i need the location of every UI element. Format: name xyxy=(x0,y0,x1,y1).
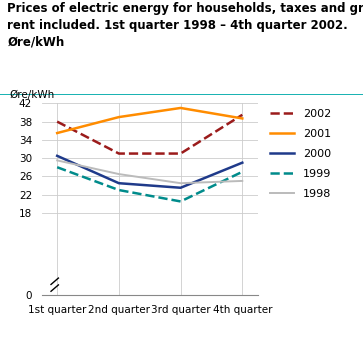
Text: Øre/kWh: Øre/kWh xyxy=(9,89,54,100)
1999 xyxy=(55,165,60,169)
1998 xyxy=(117,172,121,176)
1999 xyxy=(117,188,121,192)
2000 xyxy=(240,161,244,165)
Line: 2001: 2001 xyxy=(57,108,242,133)
2002 xyxy=(240,113,244,117)
2002 xyxy=(178,152,183,156)
2000 xyxy=(117,181,121,185)
2001 xyxy=(240,116,244,120)
Line: 1999: 1999 xyxy=(57,167,242,201)
1998 xyxy=(178,181,183,185)
2002 xyxy=(117,152,121,156)
2000 xyxy=(55,154,60,158)
2002 xyxy=(55,120,60,124)
1999 xyxy=(240,170,244,174)
2000 xyxy=(178,186,183,190)
Line: 2002: 2002 xyxy=(57,115,242,154)
Legend: 2002, 2001, 2000, 1999, 1998: 2002, 2001, 2000, 1999, 1998 xyxy=(270,109,331,199)
2001 xyxy=(55,131,60,135)
Line: 2000: 2000 xyxy=(57,156,242,188)
Text: Prices of electric energy for households, taxes and grid
rent included. 1st quar: Prices of electric energy for households… xyxy=(7,2,363,49)
1999 xyxy=(178,199,183,203)
2001 xyxy=(178,106,183,110)
2001 xyxy=(117,115,121,119)
1998 xyxy=(240,179,244,183)
Line: 1998: 1998 xyxy=(57,160,242,183)
1998 xyxy=(55,158,60,162)
